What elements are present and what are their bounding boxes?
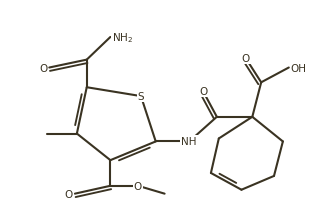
Text: S: S (138, 92, 144, 102)
Text: O: O (199, 87, 207, 97)
Text: OH: OH (291, 63, 307, 73)
Text: O: O (241, 53, 250, 63)
Text: O: O (134, 181, 142, 191)
Text: O: O (65, 189, 73, 199)
Text: NH: NH (181, 137, 197, 147)
Text: NH$_2$: NH$_2$ (112, 31, 133, 45)
Text: O: O (39, 63, 47, 73)
